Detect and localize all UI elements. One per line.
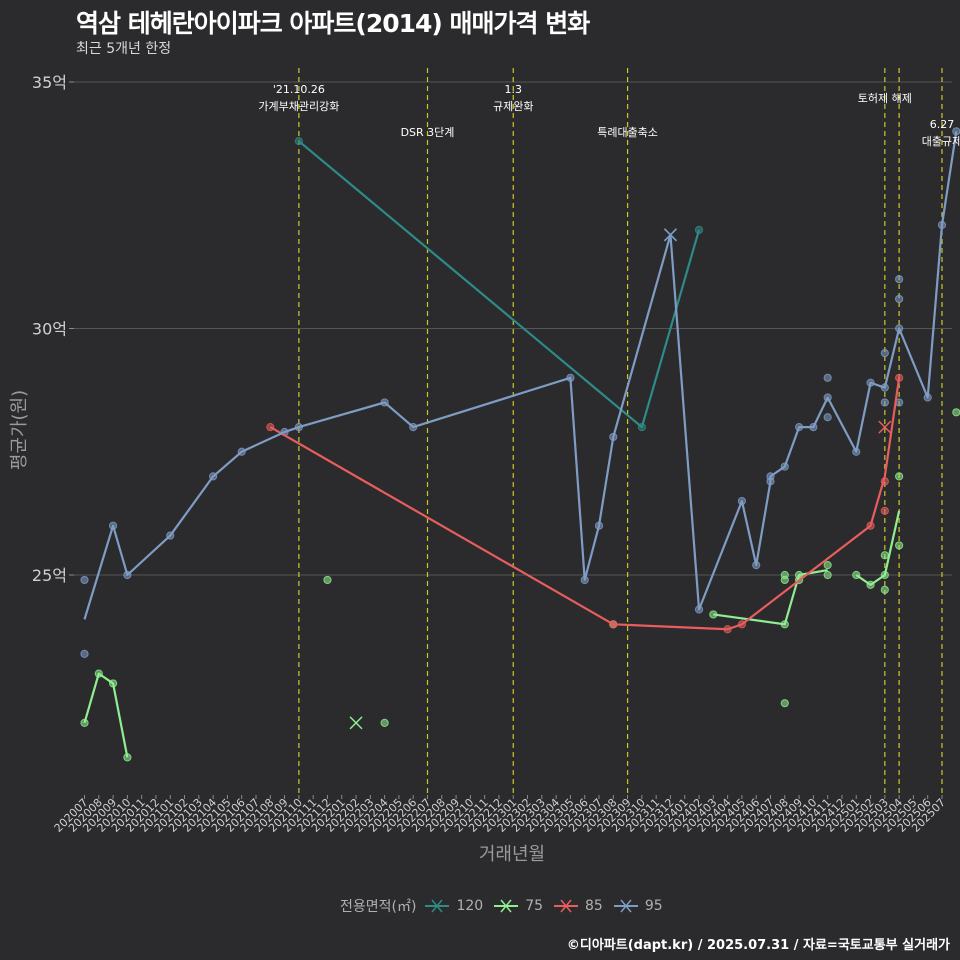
series-75-point <box>880 551 889 560</box>
legend-label: 120 <box>456 898 484 914</box>
legend-item-95: 95 <box>613 898 663 914</box>
series-75-point <box>823 561 832 570</box>
legend-key-icon <box>494 899 519 913</box>
series-75-point <box>952 408 960 417</box>
legend-label: 95 <box>644 898 663 914</box>
series-75-point <box>895 541 904 550</box>
legend-title: 전용면적(㎡) <box>340 899 417 915</box>
series-95-point <box>895 275 904 284</box>
legend-key-icon <box>613 899 638 913</box>
legend-item-75: 75 <box>493 898 543 914</box>
x-axis-ticks: 2020072020082020092020102020112020122021… <box>52 795 948 835</box>
series-95-point <box>823 373 832 382</box>
ytick-label: 30억 <box>32 320 67 339</box>
series-75-line <box>855 510 901 586</box>
series-85-cross <box>878 420 892 434</box>
event-lines <box>298 68 943 795</box>
series-75-point <box>780 699 789 708</box>
series-95-cross <box>663 228 677 242</box>
series-95-point <box>80 575 89 585</box>
chart-title: 역삼 테헤란아이파크 아파트(2014) 매매가격 변화 <box>76 9 590 38</box>
y-axis-ticks: 25억 30억 35억 <box>32 73 74 585</box>
series-75-line <box>713 568 828 626</box>
event-label-text: 대출규제 <box>922 135 960 148</box>
series-85-point <box>880 506 889 516</box>
event-label-date: 6.27 <box>930 118 955 131</box>
series-75-point <box>823 570 832 580</box>
series-95-point <box>80 649 89 658</box>
event-label-text: 가계부채관리강화 <box>258 100 339 113</box>
credit-text: ©디아파트(dapt.kr) / 2025.07.31 / 자료=국토교통부 실… <box>566 938 950 953</box>
series-95-line <box>83 131 958 620</box>
series-75-cross <box>349 716 363 730</box>
legend-item-120: 120 <box>424 898 483 914</box>
series-75-point <box>323 575 332 585</box>
series-75-point <box>380 718 389 728</box>
series-layer <box>80 127 960 762</box>
series-95-point <box>895 294 904 304</box>
legend-key-icon <box>425 899 450 913</box>
legend-label: 85 <box>585 898 603 914</box>
series-95-point <box>880 398 889 407</box>
series-75-point <box>880 585 889 594</box>
event-label-text: 토허제 해제 <box>858 91 912 105</box>
event-label-text: DSR 3단계 <box>401 126 455 139</box>
x-axis-label: 거래년월 <box>478 844 546 865</box>
ytick-label: 25억 <box>32 566 67 585</box>
series-95-point <box>823 413 832 422</box>
series-75-point <box>895 472 904 481</box>
ytick-label: 35억 <box>32 73 67 92</box>
series-95-point <box>880 349 889 358</box>
series-85-line <box>269 377 901 631</box>
series-75-point <box>780 570 789 580</box>
event-label-date: 1.3 <box>505 83 523 96</box>
series-120-line <box>298 140 701 429</box>
legend: 전용면적(㎡) 120 75 85 95 <box>340 896 673 916</box>
chart-subtitle: 최근 5개년 한정 <box>76 41 172 57</box>
legend-item-85: 85 <box>553 898 603 914</box>
legend-items: 120 75 85 95 <box>424 898 672 914</box>
series-75-line <box>83 672 129 758</box>
legend-key-icon <box>554 899 579 913</box>
event-label-text: 특례대출축소 <box>597 126 658 139</box>
legend-label: 75 <box>525 898 544 914</box>
y-axis-label: 평균가(원) <box>9 389 30 471</box>
event-label-date: '21.10.26 <box>273 83 325 96</box>
event-label-text: 규제완화 <box>493 100 533 113</box>
